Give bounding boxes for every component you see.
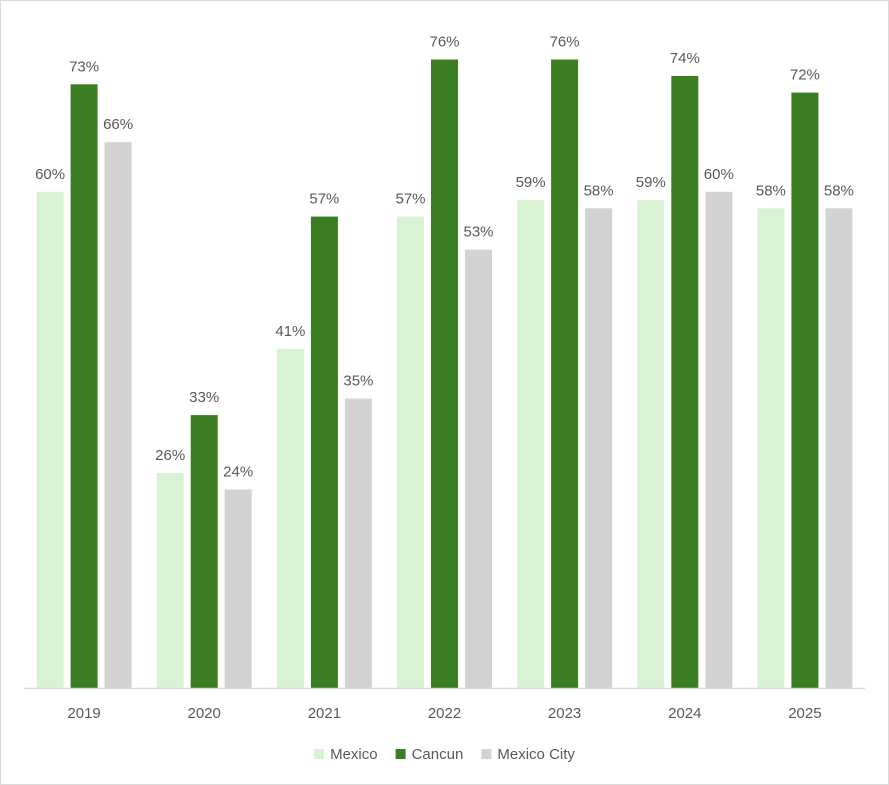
x-tick-label-2025: 2025	[788, 705, 821, 722]
x-tick-label-2019: 2019	[67, 705, 100, 722]
legend-label-mexico: Mexico	[330, 746, 378, 763]
data-label-cancun-2024: 74%	[670, 50, 700, 67]
bar-mexico-2022	[397, 216, 424, 688]
bar-mexico-city-2021	[344, 398, 372, 688]
bar-cancun-2021	[310, 216, 338, 688]
x-tick-label-2024: 2024	[668, 705, 701, 722]
x-tick-label-2021: 2021	[308, 705, 341, 722]
data-label-mexico-city-2021: 35%	[343, 373, 373, 390]
bar-mexico-city-2020	[224, 489, 252, 688]
data-label-mexico-2024: 59%	[636, 174, 666, 191]
bar-mexico-city-2024	[705, 191, 733, 689]
legend-label-mexico-city: Mexico City	[497, 746, 575, 763]
data-label-cancun-2020: 33%	[189, 389, 219, 406]
data-label-mexico-city-2023: 58%	[584, 182, 614, 199]
legend-label-cancun: Cancun	[412, 746, 464, 763]
data-label-cancun-2023: 76%	[550, 34, 580, 51]
legend-swatch-mexico-city	[481, 749, 492, 759]
legend-swatch-cancun	[395, 749, 406, 759]
bar-mexico-city-2025	[825, 208, 853, 689]
bar-cancun-2019	[70, 84, 98, 689]
bar-cancun-2025	[791, 92, 819, 689]
data-label-cancun-2021: 57%	[309, 191, 339, 208]
bar-mexico-2023	[517, 200, 545, 688]
data-label-cancun-2025: 72%	[790, 67, 820, 84]
bar-mexico-city-2019	[104, 142, 132, 688]
data-label-cancun-2019: 73%	[69, 58, 99, 75]
bar-cancun-2024	[671, 76, 699, 688]
bar-cancun-2020	[190, 415, 218, 688]
data-label-mexico-city-2022: 53%	[463, 224, 493, 241]
data-label-mexico-city-2025: 58%	[824, 182, 854, 199]
bar-mexico-city-2022	[465, 249, 492, 688]
x-tick-label-2023: 2023	[548, 705, 581, 722]
bar-mexico-2020	[156, 473, 184, 688]
data-label-mexico-city-2024: 60%	[704, 166, 734, 183]
bar-mexico-2025	[757, 208, 785, 689]
bar-mexico-city-2023	[585, 208, 613, 689]
data-label-mexico-2022: 57%	[395, 191, 425, 208]
data-label-cancun-2022: 76%	[429, 34, 459, 51]
bar-mexico-2019	[36, 191, 64, 689]
data-label-mexico-city-2019: 66%	[103, 116, 133, 133]
bar-cancun-2023	[551, 59, 579, 688]
data-label-mexico-2023: 59%	[516, 174, 546, 191]
legend: Mexico Cancun Mexico City	[314, 746, 575, 763]
x-tick-label-2022: 2022	[428, 705, 461, 722]
legend-swatch-mexico	[314, 749, 325, 759]
data-label-mexico-2021: 41%	[275, 323, 305, 340]
bar-mexico-2021	[276, 348, 304, 688]
data-label-mexico-2020: 26%	[155, 447, 185, 464]
data-label-mexico-2019: 60%	[35, 166, 65, 183]
data-label-mexico-2025: 58%	[756, 182, 786, 199]
bar-mexico-2024	[637, 200, 665, 688]
x-tick-label-2020: 2020	[188, 705, 221, 722]
bar-cancun-2022	[431, 59, 458, 688]
data-label-mexico-city-2020: 24%	[223, 464, 253, 481]
